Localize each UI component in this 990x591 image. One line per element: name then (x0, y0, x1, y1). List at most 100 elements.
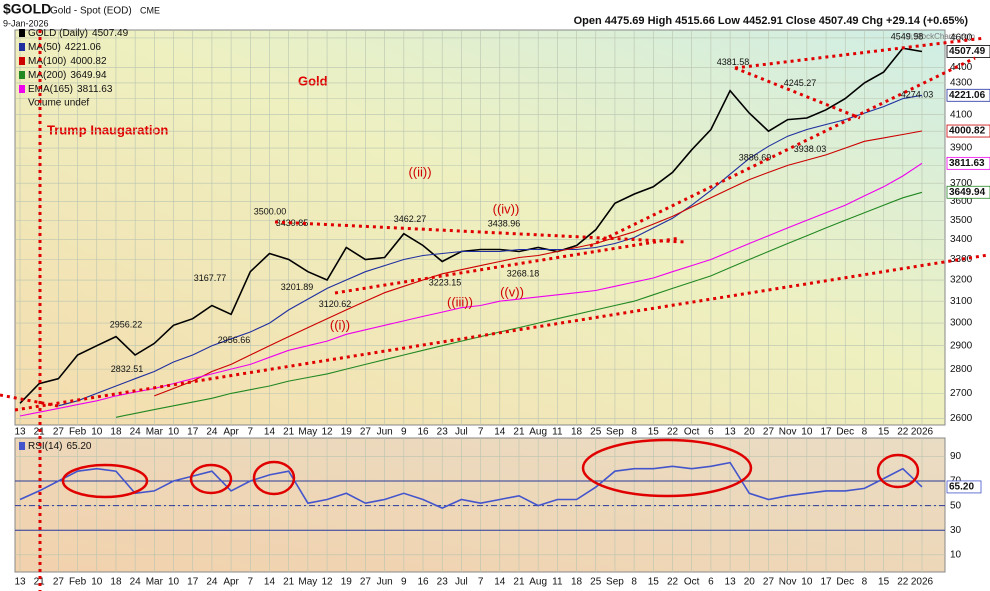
legend-key (19, 85, 25, 93)
rsi-panel (14, 437, 946, 573)
legend-entry: EMA(165) 3811.63 (28, 84, 113, 95)
legend-entry: GOLD (Daily) 4507.49 (28, 28, 129, 39)
price-label: 3201.89 (281, 282, 314, 292)
x-tick-label: 19 (341, 577, 353, 588)
x-tick-label: 14 (494, 577, 506, 588)
x-tick-label: 15 (878, 577, 890, 588)
legend-value: 3649.94 (70, 70, 107, 81)
value-box (946, 124, 990, 138)
legend-value: 65.20 (66, 441, 91, 452)
legend-entry: Volume undef (28, 98, 89, 109)
highlight (581, 438, 753, 498)
value-box-label: 3811.63 (949, 158, 985, 169)
x-tick-label: 8 (862, 577, 868, 588)
legend-name: GOLD (Daily) (28, 28, 88, 39)
highlight (876, 453, 920, 489)
x-tick-label: Oct (684, 427, 700, 438)
x-tick-label: 23 (437, 427, 449, 438)
copyright: © StockCharts.com (906, 32, 975, 41)
x-tick-label: 9 (401, 427, 407, 438)
legend-key (19, 71, 25, 79)
x-tick-label: 10 (801, 427, 813, 438)
x-tick-label: 27 (360, 427, 372, 438)
x-tick-label: 21 (513, 577, 525, 588)
x-tick-label: 22 (667, 427, 679, 438)
price-label: 2956.22 (110, 319, 143, 329)
x-tick-label: 25 (590, 427, 602, 438)
price-label: 4549.98 (891, 32, 924, 42)
x-tick-label: Jun (377, 577, 393, 588)
x-tick-label: 10 (91, 577, 103, 588)
x-tick-label: Nov (779, 427, 797, 438)
series-line (19, 461, 923, 509)
x-tick-label: 18 (571, 427, 583, 438)
value-box (946, 185, 990, 199)
x-tick-label: 21 (283, 577, 295, 588)
x-tick-label: 22 (667, 577, 679, 588)
x-tick-label: 12 (322, 427, 334, 438)
series-group (19, 47, 923, 418)
x-tick-label: 6 (708, 427, 714, 438)
value-box-label: 4221.06 (949, 90, 986, 101)
y-tick-label: 2600 (950, 413, 973, 424)
wave-label: ((iii)) (447, 294, 473, 309)
y-tick-label: 3200 (950, 275, 973, 286)
price-label: 3167.77 (194, 273, 227, 283)
legend-key (19, 29, 25, 37)
x-tick-label: Jul (455, 427, 468, 438)
x-tick-label: 12 (322, 577, 334, 588)
exchange: CME (140, 5, 160, 15)
series-line (19, 162, 923, 417)
x-tick-label: 27 (360, 577, 372, 588)
x-tick-label: 27 (53, 577, 65, 588)
trend-line (734, 66, 861, 120)
y-tick-label: 3100 (950, 296, 973, 307)
trend-line (334, 236, 681, 295)
legend-name: EMA(165) (28, 84, 73, 95)
y-tick-label: 3900 (950, 143, 973, 154)
price-label: 2832.51 (111, 364, 144, 374)
y-tick-label: 2700 (950, 388, 973, 399)
x-tick-label: 10 (91, 427, 103, 438)
x-tick-label: Jul (455, 577, 468, 588)
x-tick-label: 2026 (911, 577, 934, 588)
x-tick-label: Jun (377, 427, 393, 438)
price-label: 2956.66 (218, 335, 251, 345)
x-tick-label: Aug (529, 577, 547, 588)
x-tick-label: Aug (529, 427, 547, 438)
x-tick-label: Sep (606, 577, 624, 588)
legend-value: 4507.49 (92, 28, 129, 39)
value-box-label: 65.20 (949, 482, 974, 493)
x-tick-label: Nov (779, 577, 797, 588)
x-tick-label: Sep (606, 427, 624, 438)
x-tick-label: 17 (187, 427, 199, 438)
price-label: 3462.27 (394, 214, 427, 224)
y-tick-label: 3500 (950, 215, 973, 226)
wave-label: ((iv)) (493, 201, 520, 216)
x-tick-label: Dec (836, 427, 854, 438)
wave-label: ((v)) (500, 284, 524, 299)
x-tick-label: 15 (878, 427, 890, 438)
legend-name: MA(50) (28, 42, 61, 53)
value-box (946, 45, 990, 58)
x-tick-label: 17 (820, 577, 832, 588)
x-tick-label: 21 (34, 427, 46, 438)
x-tick-label: 9 (401, 577, 407, 588)
value-box-label: 4000.82 (949, 126, 986, 137)
x-tick-label: 17 (187, 577, 199, 588)
price-label: 3439.85 (276, 218, 309, 228)
price-label: 4381.58 (717, 57, 750, 67)
x-tick-label: 16 (417, 577, 429, 588)
price-label: 4245.27 (784, 78, 817, 88)
x-tick-label: 16 (417, 427, 429, 438)
wave-label: ((ii)) (408, 164, 431, 179)
annotation: Trump Inaugaration (47, 122, 168, 137)
x-tick-label: 27 (763, 427, 775, 438)
y-tick-label: 2900 (950, 340, 973, 351)
x-tick-label: 21 (513, 427, 525, 438)
legend-entry: MA(50) 4221.06 (28, 42, 101, 53)
trend-lines (0, 30, 989, 591)
x-tick-label: 13 (725, 577, 737, 588)
x-tick-label: 10 (168, 577, 180, 588)
instrument-name: Gold - Spot (EOD) (50, 6, 132, 17)
